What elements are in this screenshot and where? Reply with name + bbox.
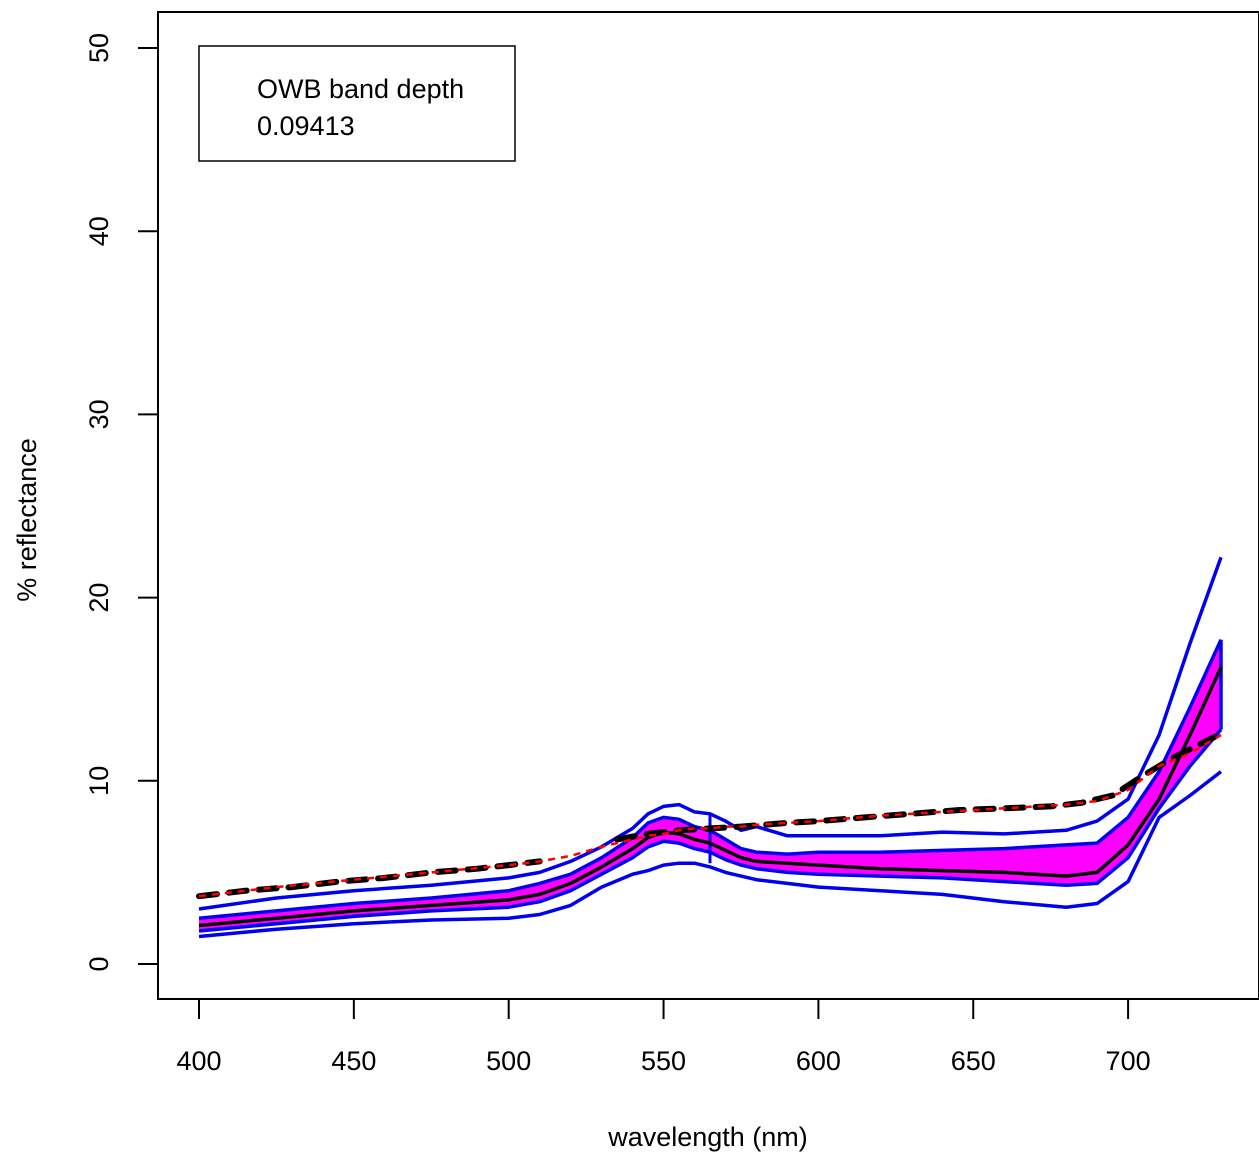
x-tick-label: 650 [951, 1046, 996, 1076]
dashed-segment-2 [614, 733, 1218, 843]
x-axis-title: wavelength (nm) [607, 1122, 808, 1152]
median-curve [198, 666, 1223, 928]
legend: OWB band depth 0.09413 [198, 45, 516, 162]
outer-lower-curve [198, 770, 1223, 939]
y-tick-label: 30 [84, 399, 114, 429]
band-lower-curve [198, 728, 1223, 933]
y-tick-label: 40 [84, 216, 114, 246]
x-tick-label: 400 [176, 1046, 221, 1076]
y-tick-label: 50 [84, 33, 114, 63]
y-axis: 0 10 20 30 40 50 [84, 33, 159, 972]
hull-curve [198, 733, 1222, 898]
y-tick-label: 20 [84, 583, 114, 613]
y-tick-label: 10 [84, 766, 114, 796]
y-axis-title: % reflectance [12, 438, 42, 602]
x-tick-label: 700 [1106, 1046, 1151, 1076]
central-band-fill [199, 639, 1221, 931]
legend-box [198, 45, 516, 162]
outer-upper-curve [198, 556, 1223, 911]
data-layer [196, 556, 1223, 939]
x-axis: 400 450 500 550 600 650 700 [176, 998, 1151, 1076]
x-tick-label: 450 [331, 1046, 376, 1076]
x-tick-label: 600 [796, 1046, 841, 1076]
x-tick-label: 500 [486, 1046, 531, 1076]
legend-label: OWB band depth [257, 74, 464, 104]
band-upper-curve [198, 638, 1223, 920]
x-tick-label: 550 [641, 1046, 686, 1076]
y-tick-label: 0 [84, 956, 114, 971]
legend-value: 0.09413 [257, 111, 355, 141]
